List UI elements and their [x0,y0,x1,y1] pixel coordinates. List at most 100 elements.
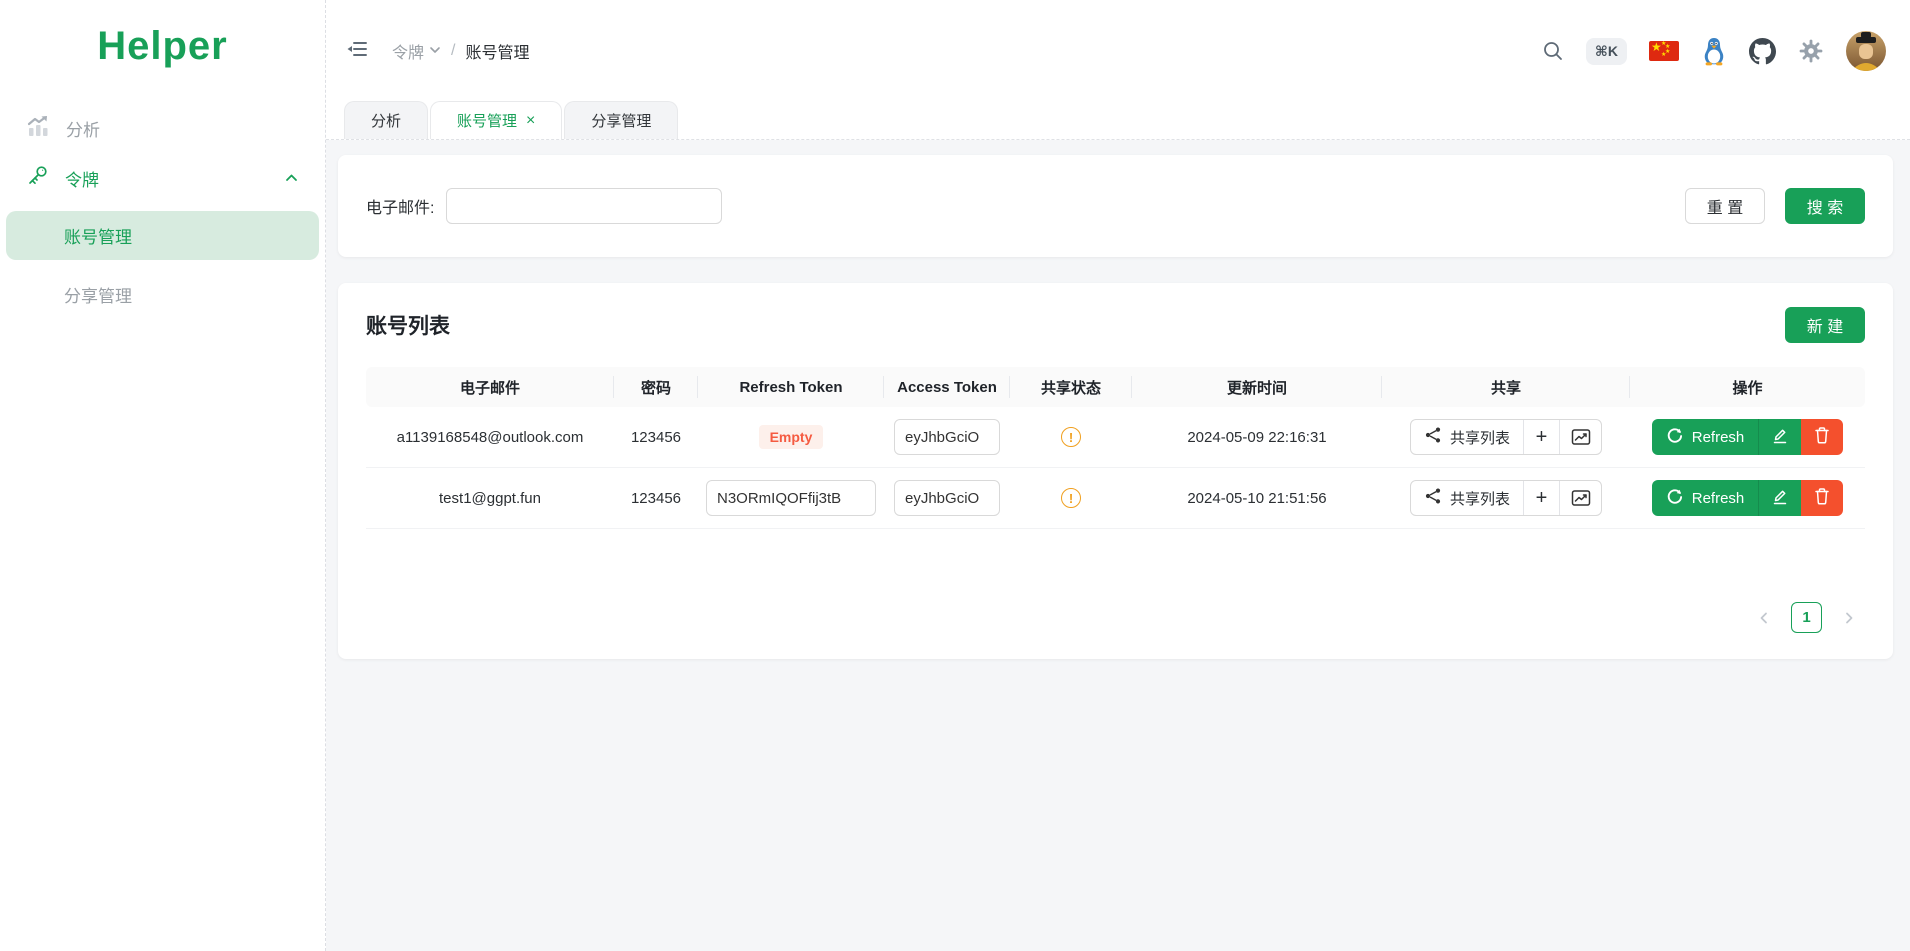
col-header-access-token: Access Token [884,367,1010,407]
tab-account-mgmt[interactable]: 账号管理 × [430,101,563,139]
warning-icon: ! [1061,488,1081,508]
refresh-button[interactable]: Refresh [1651,480,1759,516]
edit-button[interactable] [1758,419,1802,455]
refresh-button[interactable]: Refresh [1651,419,1759,455]
col-header-password: 密码 [614,367,698,407]
access-token-input[interactable] [894,480,1000,516]
sidebar-item-label: 令牌 [65,170,99,190]
edit-pencil-icon [1771,487,1789,509]
cell-email: a1139168548@outlook.com [396,428,584,446]
col-header-share: 共享 [1382,367,1630,407]
usage-chart-button[interactable] [1559,481,1601,515]
table-row: a1139168548@outlook.com 123456 Empty ! 2… [366,407,1865,468]
actions-button-group: Refresh [1651,480,1844,516]
filter-actions: 重 置 搜 索 [1685,188,1865,224]
pagination-next-button[interactable] [1835,604,1863,632]
list-title: 账号列表 [366,315,450,338]
user-avatar[interactable] [1846,31,1886,71]
search-button[interactable]: 搜 索 [1785,188,1865,224]
account-list-card: 账号列表 新 建 电子邮件 密码 Refresh Token Access To… [338,283,1893,659]
share-icon [1424,487,1442,509]
app-logo: Helper [97,24,228,68]
sidebar-item-label: 账号管理 [64,228,132,247]
bar-chart-trend-icon [26,115,50,142]
filter-card: 电子邮件: 重 置 搜 索 [338,155,1893,257]
col-header-refresh-token: Refresh Token [698,367,884,407]
settings-gear-icon[interactable] [1798,38,1824,64]
tab-share-mgmt[interactable]: 分享管理 [564,101,679,139]
github-icon[interactable] [1749,37,1776,65]
cell-updated-time: 2024-05-10 21:51:56 [1187,489,1327,507]
tab-label: 账号管理 [457,113,518,130]
sidebar-item-analysis[interactable]: 分析 [0,103,325,153]
breadcrumb-parent-label: 令牌 [392,45,425,62]
refresh-label: Refresh [1691,489,1745,507]
share-list-label: 共享列表 [1449,490,1510,508]
sidebar-item-label: 分享管理 [64,287,132,306]
cell-updated-time: 2024-05-09 22:16:31 [1187,428,1327,446]
tab-analysis[interactable]: 分析 [344,101,429,139]
add-share-button[interactable]: + [1523,420,1559,454]
email-filter-input[interactable] [446,188,723,224]
language-flag-icon[interactable]: ★ ★ ★ ★ ★ [1649,41,1679,61]
trash-icon [1814,426,1830,448]
pagination-page-1[interactable]: 1 [1791,602,1822,633]
table-row: test1@ggpt.fun 123456 ! 2024-05-10 21:51… [366,468,1865,529]
sidebar-item-share-mgmt[interactable]: 分享管理 [0,270,325,319]
table-header-row: 电子邮件 密码 Refresh Token Access Token 共享状态 … [366,367,1865,407]
refresh-token-empty-badge: Empty [758,425,824,449]
delete-button[interactable] [1801,480,1844,516]
sidebar: Helper 分析 [0,0,326,951]
breadcrumb-current: 账号管理 [465,45,530,62]
reset-button[interactable]: 重 置 [1685,188,1765,224]
cell-password: 123456 [630,489,682,507]
cell-email: test1@ggpt.fun [439,489,541,507]
sidebar-item-label: 分析 [66,120,100,140]
pagination-prev-button[interactable] [1750,604,1778,632]
delete-button[interactable] [1801,419,1844,455]
sidebar-collapse-button[interactable] [340,32,374,71]
cell-password: 123456 [630,428,682,446]
access-token-input[interactable] [894,419,1000,455]
email-filter-label: 电子邮件: [366,200,435,217]
trash-icon [1814,487,1830,509]
share-list-label: 共享列表 [1449,429,1510,447]
breadcrumb: 令牌 / 账号管理 [392,39,529,63]
warning-icon: ! [1061,427,1081,447]
search-icon[interactable] [1542,40,1564,62]
sidebar-nav: 分析 令牌 账号管理 分享管理 [0,103,325,319]
tab-label: 分享管理 [591,113,652,130]
chevron-up-icon [284,172,299,184]
shortcut-badge[interactable]: ⌘K [1585,37,1627,65]
pagination: 1 [1750,602,1863,633]
refresh-icon [1666,427,1683,448]
edit-pencil-icon [1771,426,1789,448]
edit-button[interactable] [1758,480,1802,516]
tab-bar: 分析 账号管理 × 分享管理 [326,101,1910,140]
sidebar-item-account-mgmt[interactable]: 账号管理 [6,211,319,260]
main-content: 电子邮件: 重 置 搜 索 账号列表 新 建 电子邮件 密码 Refresh T… [326,140,1910,951]
account-table: 电子邮件 密码 Refresh Token Access Token 共享状态 … [366,367,1865,529]
refresh-token-input[interactable] [706,480,876,516]
breadcrumb-parent[interactable]: 令牌 [392,39,441,63]
actions-button-group: Refresh [1651,419,1844,455]
share-list-button[interactable]: 共享列表 [1411,420,1523,454]
linux-penguin-icon[interactable] [1701,36,1727,66]
topbar: 令牌 / 账号管理 ⌘K ★ ★ ★ ★ ★ [326,0,1910,102]
chevron-down-icon [429,42,441,60]
col-header-updated: 更新时间 [1132,367,1382,407]
col-header-share-status: 共享状态 [1010,367,1132,407]
share-button-group: 共享列表 + [1409,480,1602,516]
create-button[interactable]: 新 建 [1785,307,1865,343]
tab-label: 分析 [371,113,402,130]
share-list-button[interactable]: 共享列表 [1411,481,1523,515]
refresh-label: Refresh [1691,428,1745,446]
sidebar-item-token[interactable]: 令牌 [0,153,325,203]
share-icon [1424,426,1442,448]
add-share-button[interactable]: + [1523,481,1559,515]
list-header: 账号列表 新 建 [366,307,1865,343]
refresh-icon [1666,488,1683,509]
usage-chart-button[interactable] [1559,420,1601,454]
col-header-actions: 操作 [1732,379,1763,397]
tab-close-icon[interactable]: × [526,111,536,129]
